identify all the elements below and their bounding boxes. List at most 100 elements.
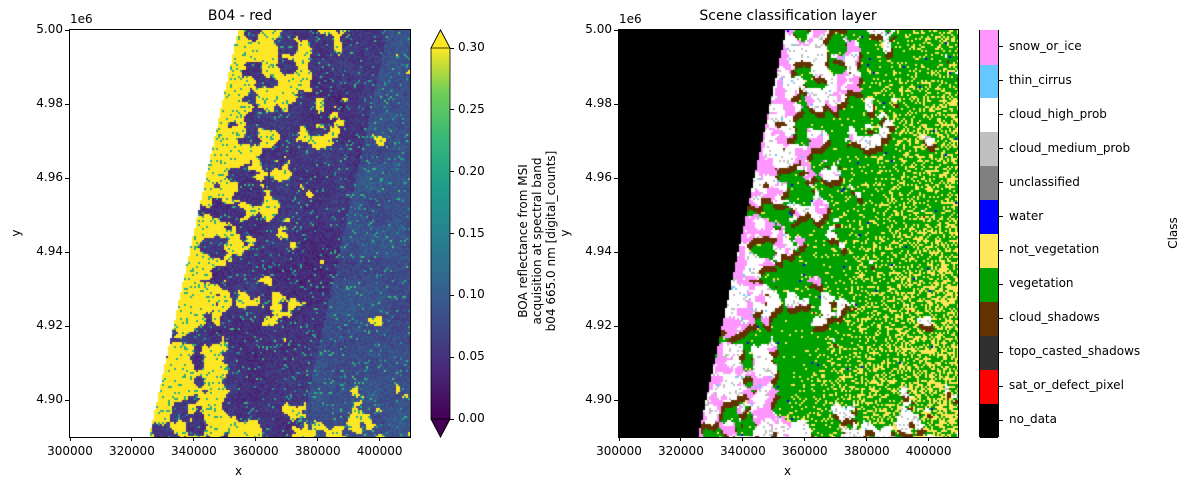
class-tick-label: water xyxy=(1009,208,1044,223)
class-tick-label: cloud_shadows xyxy=(1009,310,1100,325)
class-tick-mark xyxy=(999,249,1003,251)
y-tick-label: 4.98 xyxy=(585,96,612,110)
class-color-swatch xyxy=(980,335,998,370)
class-tick-mark xyxy=(999,46,1003,48)
right-axes-frame xyxy=(618,29,959,438)
y-tick-mark xyxy=(614,325,618,327)
y-tick-label: 5.00 xyxy=(36,22,63,36)
y-tick-mark xyxy=(65,325,69,327)
left-plot-title: B04 - red xyxy=(207,8,273,24)
viridis-colorbar xyxy=(430,29,451,438)
y-tick-label: 4.94 xyxy=(585,244,612,258)
x-tick-label: 400000 xyxy=(356,444,403,458)
colorbar-tick-label: 0.20 xyxy=(458,163,485,178)
right-y-offset-text: 1e6 xyxy=(619,12,642,26)
y-tick-mark xyxy=(65,177,69,179)
x-tick-mark xyxy=(804,437,806,441)
y-tick-label: 4.94 xyxy=(36,244,63,258)
class-tick-label: snow_or_ice xyxy=(1009,38,1082,53)
y-tick-label: 4.92 xyxy=(36,318,63,332)
x-tick-mark xyxy=(255,437,257,441)
class-tick-mark xyxy=(999,419,1003,421)
x-tick-label: 340000 xyxy=(170,444,217,458)
colorbar-gradient xyxy=(431,48,450,419)
y-tick-label: 5.00 xyxy=(585,22,612,36)
y-tick-mark xyxy=(614,177,618,179)
y-tick-label: 4.90 xyxy=(36,392,63,406)
y-tick-label: 4.92 xyxy=(585,318,612,332)
colorbar-tick-label: 0.05 xyxy=(458,349,485,364)
colorbar-tick-mark xyxy=(450,418,454,420)
x-tick-mark xyxy=(618,437,620,441)
x-tick-label: 320000 xyxy=(658,444,704,458)
y-tick-mark xyxy=(65,399,69,401)
x-tick-mark xyxy=(131,437,133,441)
y-tick-mark xyxy=(614,29,618,31)
right-plot-title: Scene classification layer xyxy=(699,8,877,24)
y-tick-mark xyxy=(614,251,618,253)
y-tick-mark xyxy=(65,29,69,31)
class-colorbar xyxy=(979,30,999,438)
x-tick-label: 380000 xyxy=(843,444,890,458)
class-colorbar-label: Class xyxy=(1166,217,1180,249)
x-tick-label: 380000 xyxy=(294,444,341,458)
y-tick-mark xyxy=(614,399,618,401)
colorbar-tick-mark xyxy=(450,233,454,234)
colorbar-tick-label: 0.15 xyxy=(458,225,485,240)
class-tick-mark xyxy=(999,317,1003,319)
class-tick-label: thin_cirrus xyxy=(1009,72,1072,87)
x-tick-label: 360000 xyxy=(781,444,828,458)
colorbar-tick-label: 0.10 xyxy=(458,287,485,302)
right-x-axis-label: x xyxy=(784,464,792,478)
x-tick-mark xyxy=(193,437,195,441)
class-color-swatch xyxy=(980,131,998,167)
y-tick-mark xyxy=(65,103,69,105)
x-tick-label: 320000 xyxy=(109,444,155,458)
class-color-swatch xyxy=(980,233,998,269)
class-tick-mark xyxy=(999,80,1003,82)
colorbar-extend-min-triangle xyxy=(430,418,451,438)
y-tick-label: 4.96 xyxy=(585,170,612,184)
colorbar-label-line: b04 665.0 nm [digital_counts] xyxy=(544,150,558,332)
class-color-swatch xyxy=(980,30,998,65)
x-tick-mark xyxy=(379,437,381,441)
class-tick-label: topo_casted_shadows xyxy=(1009,344,1141,359)
x-tick-mark xyxy=(69,437,71,441)
y-tick-label: 4.90 xyxy=(585,392,612,406)
class-tick-label: sat_or_defect_pixel xyxy=(1009,378,1124,393)
class-tick-label: not_vegetation xyxy=(1009,242,1100,257)
x-tick-mark xyxy=(317,437,319,441)
x-tick-label: 340000 xyxy=(719,444,766,458)
colorbar-tick-mark xyxy=(450,294,454,296)
class-color-swatch xyxy=(980,369,998,404)
class-color-swatch xyxy=(980,199,998,235)
colorbar-label: BOA reflectance from MSI acquisition at … xyxy=(516,91,558,391)
colorbar-tick-mark xyxy=(450,171,454,173)
class-color-swatch xyxy=(980,267,998,302)
colorbar-tick-mark xyxy=(450,109,454,111)
left-y-axis-label: y xyxy=(9,229,23,237)
colorbar-tick-mark xyxy=(450,47,454,49)
class-tick-mark xyxy=(999,114,1003,116)
colorbar-tick-label: 0.25 xyxy=(458,101,485,116)
y-tick-label: 4.96 xyxy=(36,170,63,184)
x-tick-label: 300000 xyxy=(596,444,642,458)
class-tick-label: cloud_high_prob xyxy=(1009,106,1107,121)
class-tick-mark xyxy=(999,216,1003,218)
scene-classification-raster xyxy=(619,30,958,437)
colorbar-tick-mark xyxy=(450,356,454,358)
class-tick-label: no_data xyxy=(1009,412,1057,427)
b04-red-raster xyxy=(70,30,410,437)
x-tick-mark xyxy=(742,437,744,441)
y-tick-mark xyxy=(614,103,618,105)
x-tick-mark xyxy=(928,437,930,441)
class-color-swatch xyxy=(980,301,998,336)
class-color-swatch xyxy=(980,165,998,201)
class-color-swatch xyxy=(980,97,998,133)
x-tick-label: 360000 xyxy=(232,444,279,458)
colorbar-tick-label: 0.00 xyxy=(458,411,485,425)
class-tick-mark xyxy=(999,385,1003,387)
class-color-swatch xyxy=(980,403,998,438)
left-y-offset-text: 1e6 xyxy=(70,12,93,26)
